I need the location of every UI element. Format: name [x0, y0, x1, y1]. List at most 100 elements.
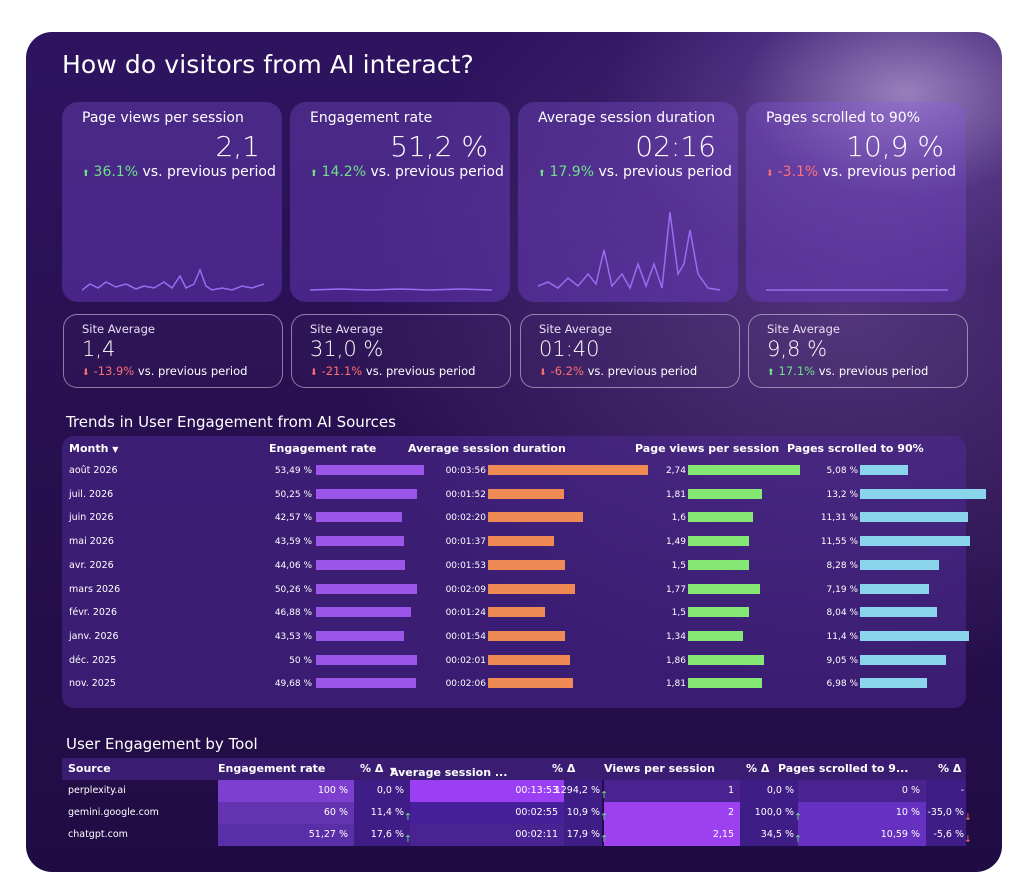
engagement-value: 42,57 %	[274, 513, 312, 524]
engagement-value: 43,53 %	[274, 631, 312, 642]
cell-background	[354, 802, 410, 824]
arrow-up-icon: ⬆	[767, 368, 775, 378]
cell-background	[740, 802, 798, 824]
engagement-bar	[316, 488, 418, 499]
cell-background	[218, 824, 354, 846]
engagement-delta-cell: 11,4 % ↑	[370, 807, 412, 823]
column-header-duration[interactable]: Average session duration	[408, 442, 566, 455]
site-average-card: Site Average 1,4 ⬇ -13.9% vs. previous pe…	[63, 314, 283, 388]
duration-cell: 00:13:53	[515, 785, 558, 796]
site-average-value: 1,4	[82, 337, 116, 361]
arrow-down-icon: ⬇	[539, 368, 547, 378]
column-header-duration-delta[interactable]: % Δ	[552, 762, 576, 775]
views-cell: 2,15	[712, 829, 734, 840]
duration-bar	[488, 607, 545, 618]
column-header-scrolled[interactable]: Pages scrolled to 9...	[778, 762, 909, 775]
pageviews-bar	[688, 559, 750, 570]
sparkline-chart	[310, 288, 492, 291]
column-header-source[interactable]: Source	[68, 762, 111, 775]
site-average-card: Site Average 01:40 ⬇ -6.2% vs. previous p…	[520, 314, 740, 388]
pageviews-bar	[688, 654, 765, 665]
engagement-value: 50 %	[289, 655, 312, 666]
duration-bar	[488, 654, 571, 665]
site-average-label: Site Average	[310, 322, 383, 336]
scrolled-value: 5,08 %	[826, 466, 858, 476]
engagement-bar	[316, 654, 417, 665]
scrolled-cell: 10 %	[895, 807, 920, 818]
cell-background	[354, 780, 410, 802]
scrolled-bar	[860, 654, 947, 665]
engagement-value: 53,49 %	[274, 466, 312, 476]
kpi-change: ⬇ -3.1% vs. previous period	[766, 164, 957, 180]
views-delta-cell: 34,5 % ↑	[760, 829, 802, 845]
pageviews-value: 2,74	[665, 466, 686, 476]
engagement-value: 46,88 %	[274, 608, 312, 619]
table-row: août 2026 53,49 % 00:03:56 2,74 5,08 %	[62, 460, 966, 484]
engagement-delta-cell: 17,6 % ↑	[370, 829, 412, 845]
month-cell: mars 2026	[69, 583, 121, 595]
kpi-change: ⬆ 36.1% vs. previous period	[82, 164, 276, 180]
column-header-views[interactable]: Views per session	[604, 762, 715, 775]
cell-background	[604, 780, 740, 802]
kpi-card-pages-scrolled: Pages scrolled to 90% 10,9 % ⬇ -3.1% vs. …	[746, 102, 966, 302]
engagement-value: 49,68 %	[274, 679, 312, 690]
column-header-engagement[interactable]: Engagement rate	[269, 442, 377, 455]
table-row: mars 2026 50,26 % 00:02:09 1,77 7,19 %	[62, 579, 966, 603]
column-header-engagement-delta[interactable]: % Δ	[360, 762, 384, 775]
page-title: How do visitors from AI interact?	[62, 50, 474, 79]
pageviews-value: 1,86	[665, 655, 686, 666]
month-cell: nov. 2025	[69, 678, 116, 690]
scrolled-value: 8,04 %	[826, 608, 858, 619]
cell-background	[798, 824, 926, 846]
trends-table: Month ▼ Engagement rate Average session …	[62, 436, 986, 708]
column-header-month[interactable]: Month ▼	[69, 442, 119, 455]
duration-value: 00:01:24	[445, 608, 486, 619]
tool-table-header: Source Engagement rate % Δ Average sessi…	[62, 758, 966, 780]
pageviews-bar	[688, 465, 800, 475]
duration-delta-cell: 10,9 % ↑	[566, 807, 608, 823]
engagement-cell: 100 %	[317, 785, 348, 796]
pageviews-bar	[688, 512, 754, 523]
arrow-up-icon: ⬆	[310, 169, 318, 179]
scrolled-value: 6,98 %	[826, 679, 858, 690]
pageviews-bar	[688, 536, 749, 547]
scrolled-cell: 0 %	[901, 785, 920, 796]
column-header-views-delta[interactable]: % Δ	[746, 762, 770, 775]
engagement-bar	[316, 583, 418, 594]
pageviews-value: 1,49	[665, 537, 686, 548]
duration-delta-cell: 1294,2 % ↑	[554, 785, 608, 801]
engagement-bar	[316, 465, 424, 475]
pageviews-bar	[688, 607, 750, 618]
kpi-value: 02:16	[635, 130, 716, 163]
pageviews-bar	[688, 488, 762, 499]
cell-background	[410, 802, 564, 824]
sort-down-icon: ▼	[112, 445, 119, 454]
cell-background	[740, 824, 798, 846]
kpi-card-session-duration: Average session duration 02:16 ⬆ 17.9% vs…	[518, 102, 738, 302]
scrolled-bar	[860, 583, 929, 594]
site-average-label: Site Average	[767, 322, 840, 336]
column-header-scrolled[interactable]: Pages scrolled to 90%	[787, 442, 924, 455]
table-row: perplexity.ai 100 % 0,0 % 00:13:53 1294,2 % …	[62, 780, 966, 802]
column-header-pageviews[interactable]: Page views per session	[635, 442, 780, 455]
arrow-down-icon: ⬇	[766, 169, 774, 179]
cell-background	[926, 780, 966, 802]
column-header-scrolled-delta[interactable]: % Δ	[938, 762, 962, 775]
cell-background	[410, 824, 564, 846]
table-row: avr. 2026 44,06 % 00:01:53 1,5 8,28 %	[62, 555, 966, 579]
scrolled-value: 8,28 %	[826, 560, 858, 571]
cell-background	[926, 824, 966, 846]
pageviews-value: 1,5	[671, 560, 686, 571]
duration-bar	[488, 630, 566, 641]
arrow-down-icon: ⬇	[82, 368, 90, 378]
source-cell: chatgpt.com	[68, 829, 128, 840]
scrolled-value: 11,55 %	[820, 537, 858, 548]
arrow-down-icon: ⬇	[310, 368, 318, 378]
month-cell: juil. 2026	[69, 488, 114, 500]
table-row: févr. 2026 46,88 % 00:01:24 1,5 8,04 %	[62, 602, 966, 626]
column-header-engagement[interactable]: Engagement rate	[218, 762, 326, 775]
scrolled-value: 7,19 %	[826, 584, 858, 595]
site-average-card: Site Average 9,8 % ⬆ 17.1% vs. previous p…	[748, 314, 968, 388]
site-average-change: ⬇ -21.1% vs. previous period	[310, 364, 476, 378]
scrolled-bar	[860, 559, 940, 570]
